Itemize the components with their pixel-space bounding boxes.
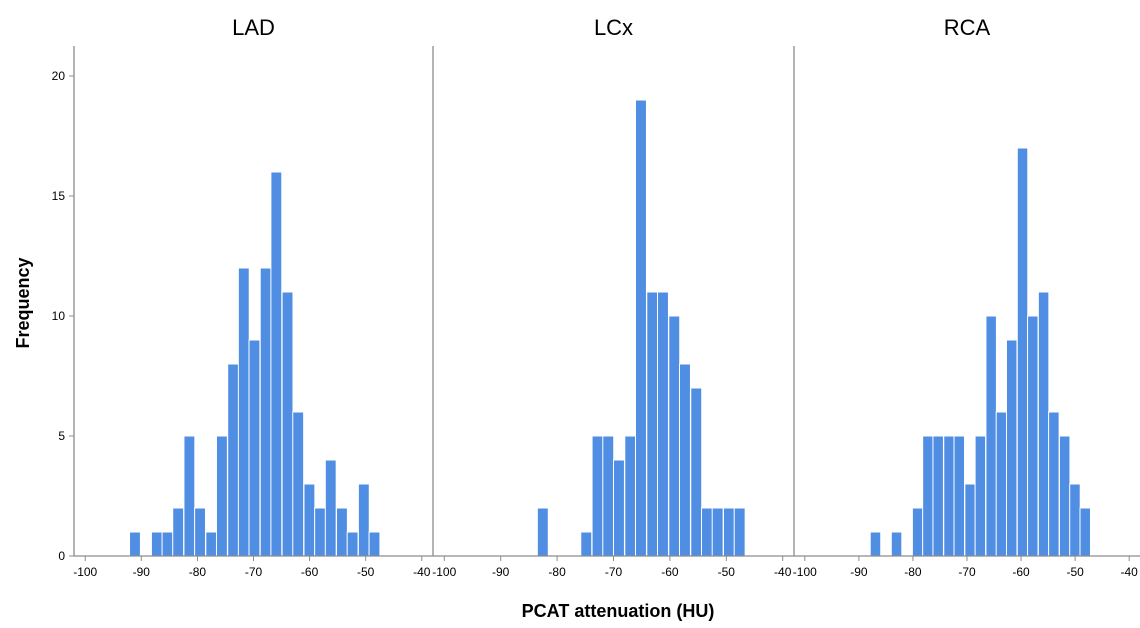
histogram-bar <box>368 531 381 557</box>
panel-lcx: LCx -100 -90 -80 -70 -60 -50 -40 <box>432 15 794 579</box>
x-tick-label: -100 <box>73 565 97 579</box>
histogram-bar <box>932 435 944 557</box>
histogram-bar <box>602 435 615 557</box>
panel-title-lcx: LCx <box>594 15 633 40</box>
histogram-bar <box>281 291 294 557</box>
chart-panels: LAD -100 -90 -80 -70 -60 -50 -40 0 5 10 15 20 LCx -100… <box>52 15 1140 579</box>
y-tick-label: 0 <box>58 549 65 563</box>
panel-title-rca: RCA <box>944 15 991 40</box>
histogram-bar <box>624 435 637 557</box>
histogram-bar <box>1079 507 1091 557</box>
x-tick-label: -70 <box>605 565 623 579</box>
histogram-bar <box>183 435 196 557</box>
histogram-bar <box>634 99 647 557</box>
histogram-bar <box>1058 435 1071 557</box>
x-tick-label: -50 <box>357 565 375 579</box>
histogram-bar <box>324 459 337 557</box>
histogram-bar <box>357 483 370 557</box>
x-tick-label: -90 <box>133 565 151 579</box>
histogram-bar <box>1016 147 1029 557</box>
histogram-bar <box>227 363 240 557</box>
histogram-bar <box>292 411 305 557</box>
x-tick-label: -40 <box>1121 565 1139 579</box>
histogram-bar <box>346 531 359 557</box>
histogram-bar <box>690 387 703 557</box>
histogram-bar <box>953 435 966 557</box>
y-axis-title: Frequency <box>13 257 33 348</box>
x-tick-label: -50 <box>718 565 736 579</box>
y-tick-label: 20 <box>52 69 66 83</box>
histogram-bar <box>248 339 261 557</box>
panel-rca: RCA -100 -90 -80 -70 -60 -50 -40 <box>793 15 1140 579</box>
x-tick-label: -80 <box>189 565 207 579</box>
histogram-bar <box>270 171 283 557</box>
histogram-bar <box>336 507 348 557</box>
histogram-bar <box>1037 291 1050 557</box>
histogram-bar <box>890 531 903 557</box>
y-tick-label: 5 <box>58 429 65 443</box>
histogram-bar <box>150 531 163 557</box>
x-tick-label: -70 <box>958 565 976 579</box>
histogram-bar <box>656 291 669 557</box>
x-tick-label: -90 <box>850 565 868 579</box>
x-tick-label: -90 <box>492 565 510 579</box>
histogram-bar <box>943 435 955 557</box>
histogram-bar <box>1005 339 1018 557</box>
histogram-bar <box>733 507 746 557</box>
histogram-bar <box>985 315 997 557</box>
histogram-bar <box>536 507 549 557</box>
x-tick-label: -100 <box>432 565 456 579</box>
histogram-bar <box>613 459 625 557</box>
histogram-bar <box>722 507 735 557</box>
y-tick-label: 15 <box>52 189 66 203</box>
histogram-bar <box>995 411 1008 557</box>
histogram-bar <box>964 483 976 557</box>
histogram-bar <box>974 435 987 557</box>
histogram-bar <box>922 435 934 557</box>
histogram-bar <box>237 267 250 557</box>
x-tick-label: -70 <box>245 565 263 579</box>
histogram-bar <box>700 507 713 557</box>
panel-lad: LAD -100 -90 -80 -70 -60 -50 -40 0 5 10 15 20 <box>52 15 433 579</box>
x-tick-label: -100 <box>793 565 817 579</box>
histogram-bar <box>1048 411 1060 557</box>
x-tick-label: -80 <box>548 565 566 579</box>
y-tick-label: 10 <box>52 309 66 323</box>
histogram-bar <box>314 507 327 557</box>
histogram-bar <box>161 531 174 557</box>
x-tick-label: -40 <box>774 565 792 579</box>
x-axis-title: PCAT attenuation (HU) <box>522 601 715 621</box>
histogram-bar <box>1027 315 1039 557</box>
x-tick-label: -80 <box>904 565 922 579</box>
histogram-bar <box>215 435 228 557</box>
histogram-bar <box>591 435 604 557</box>
x-tick-label: -50 <box>1066 565 1084 579</box>
histogram-bar <box>303 483 316 557</box>
histogram-bar <box>678 363 691 557</box>
x-tick-label: -60 <box>1012 565 1030 579</box>
histogram-bar <box>194 507 206 557</box>
histogram-bar <box>205 531 218 557</box>
histogram-bar <box>668 315 681 557</box>
histogram-bar <box>1069 483 1081 557</box>
panel-title-lad: LAD <box>232 15 275 40</box>
histogram-bar <box>911 507 924 557</box>
histogram-bar <box>172 507 185 557</box>
x-tick-label: -60 <box>301 565 319 579</box>
histogram-bar <box>129 531 141 557</box>
histogram-bar <box>646 291 659 557</box>
histogram-bar <box>711 507 724 557</box>
histogram-bar <box>259 267 272 557</box>
x-tick-label: -40 <box>413 565 431 579</box>
histogram-bar <box>869 531 882 557</box>
histogram-bar <box>580 531 593 557</box>
x-tick-label: -60 <box>661 565 679 579</box>
